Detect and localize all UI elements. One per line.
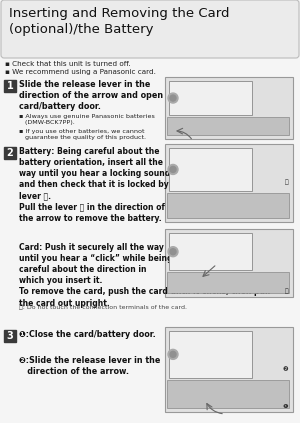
Circle shape — [168, 93, 178, 103]
FancyBboxPatch shape — [167, 272, 289, 293]
FancyBboxPatch shape — [167, 193, 289, 218]
FancyBboxPatch shape — [165, 144, 293, 222]
FancyBboxPatch shape — [4, 147, 16, 159]
Text: ❷:Slide the release lever in the
   direction of the arrow.: ❷:Slide the release lever in the directi… — [19, 356, 161, 376]
Circle shape — [168, 165, 178, 174]
Text: Ⓐ: Ⓐ — [284, 179, 288, 185]
FancyBboxPatch shape — [4, 330, 16, 342]
Text: ❶:Close the card/battery door.: ❶:Close the card/battery door. — [19, 330, 156, 339]
Text: ▪ If you use other batteries, we cannot
   guarantee the quality of this product: ▪ If you use other batteries, we cannot … — [19, 129, 146, 140]
Text: ▪ We recommend using a Panasonic card.: ▪ We recommend using a Panasonic card. — [5, 69, 156, 75]
FancyBboxPatch shape — [167, 380, 289, 408]
FancyBboxPatch shape — [165, 77, 293, 139]
Text: ⓑ: Do not touch the connection terminals of the card.: ⓑ: Do not touch the connection terminals… — [19, 304, 187, 310]
FancyBboxPatch shape — [1, 0, 299, 58]
Text: ❷: ❷ — [282, 367, 288, 372]
Text: Inserting and Removing the Card
(optional)/the Battery: Inserting and Removing the Card (optiona… — [9, 7, 230, 36]
Circle shape — [170, 166, 176, 173]
Text: Card: Push it securely all the way
until you hear a “click” while being
careful : Card: Push it securely all the way until… — [19, 243, 270, 308]
FancyBboxPatch shape — [165, 229, 293, 297]
FancyBboxPatch shape — [169, 233, 252, 270]
Text: Battery: Being careful about the
battery orientation, insert all the
way until y: Battery: Being careful about the battery… — [19, 147, 170, 222]
FancyBboxPatch shape — [169, 331, 252, 378]
FancyBboxPatch shape — [169, 81, 252, 115]
Text: 2: 2 — [7, 148, 14, 158]
Circle shape — [168, 349, 178, 360]
FancyBboxPatch shape — [4, 80, 16, 92]
Text: Slide the release lever in the
direction of the arrow and open the
card/battery : Slide the release lever in the direction… — [19, 80, 181, 112]
Text: ▪ Check that this unit is turned off.: ▪ Check that this unit is turned off. — [5, 61, 130, 67]
Circle shape — [168, 247, 178, 257]
FancyBboxPatch shape — [167, 117, 289, 135]
FancyBboxPatch shape — [169, 148, 252, 191]
Circle shape — [170, 352, 176, 357]
Text: ❶: ❶ — [282, 404, 288, 409]
Text: 1: 1 — [7, 81, 14, 91]
Text: ⓑ: ⓑ — [284, 288, 288, 294]
FancyBboxPatch shape — [165, 327, 293, 412]
Text: 3: 3 — [7, 331, 14, 341]
Circle shape — [170, 249, 176, 255]
Text: ▪ Always use genuine Panasonic batteries
   (DMW-BCK7PP).: ▪ Always use genuine Panasonic batteries… — [19, 114, 155, 125]
Circle shape — [170, 95, 176, 101]
